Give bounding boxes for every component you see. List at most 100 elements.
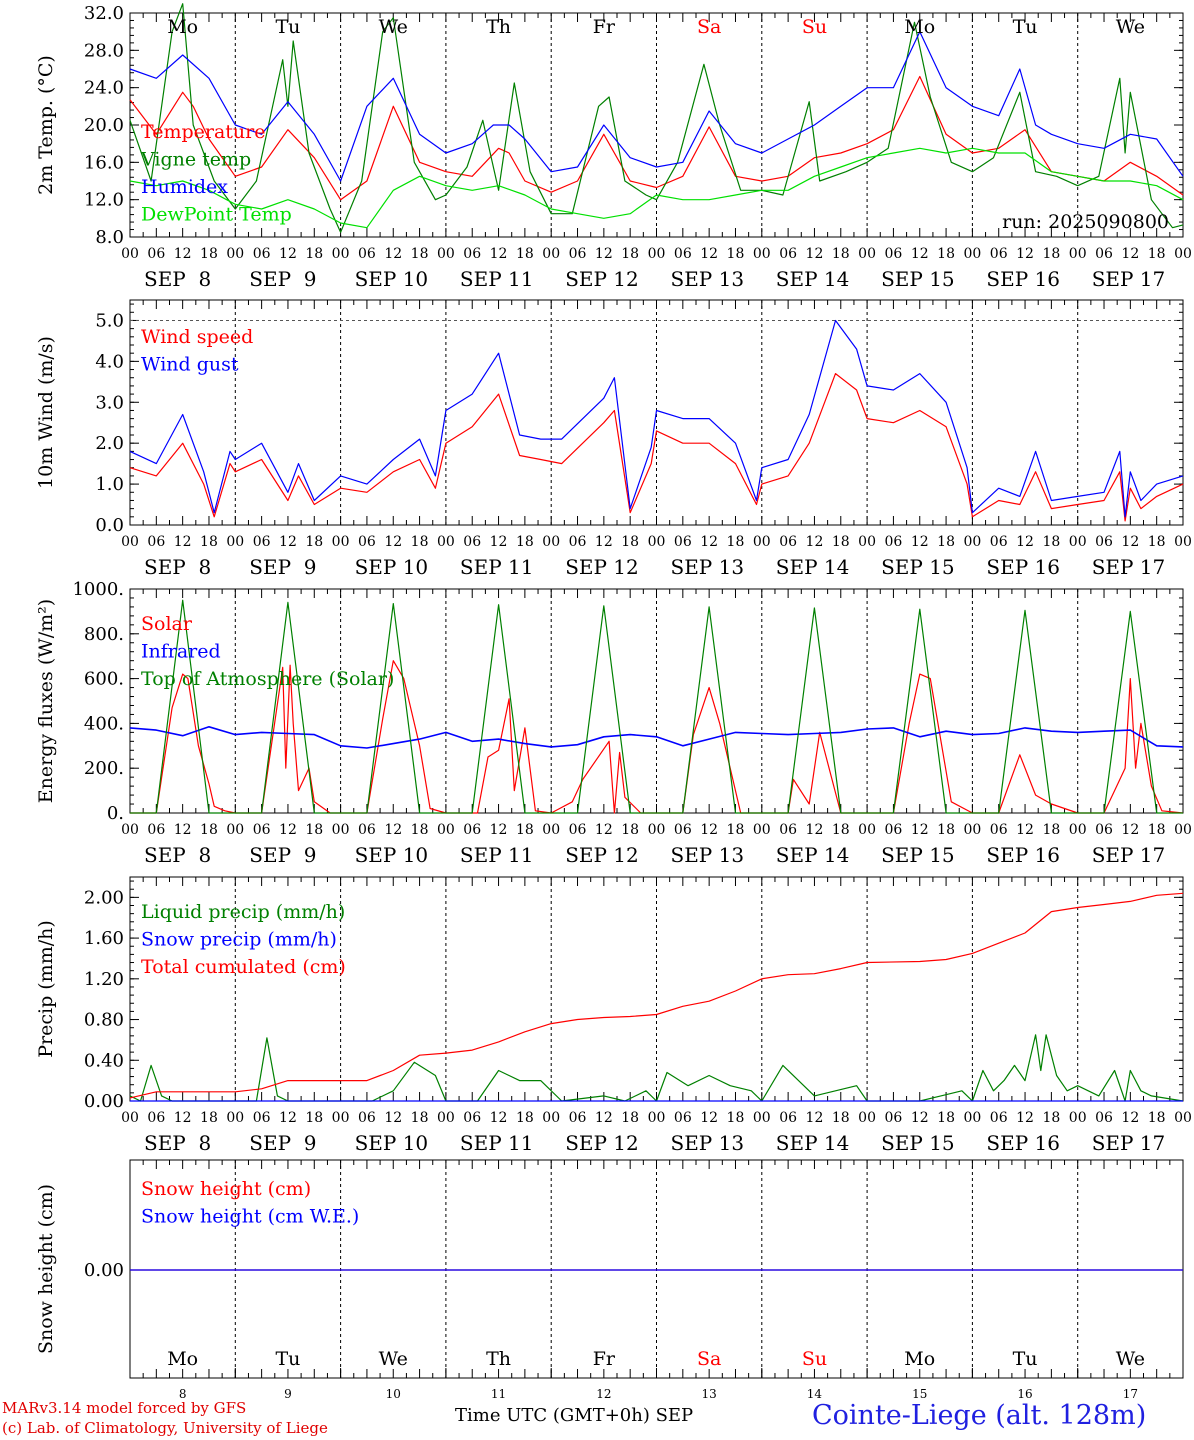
series-line-1 [129, 75, 1184, 201]
hour-tick-label: 06 [885, 822, 903, 838]
date-label: SEP 11 [460, 1131, 534, 1155]
hour-tick-label: 06 [147, 246, 165, 262]
hour-tick-label: 00 [648, 534, 666, 550]
hour-tick-label: 06 [147, 822, 165, 838]
hour-tick-label: 06 [990, 246, 1008, 262]
hour-tick-label: 00 [648, 1110, 666, 1126]
series-line-3 [130, 599, 1183, 814]
hour-tick-label: 06 [1095, 822, 1113, 838]
legend-entry: Total cumulated (cm) [141, 956, 346, 978]
weekday-label: We [1116, 16, 1145, 38]
legend-entry: Wind gust [141, 354, 239, 376]
day-number-label: 17 [1123, 1387, 1138, 1401]
hour-tick-label: 18 [727, 246, 745, 262]
legend-entry: Infrared [141, 641, 221, 663]
hour-tick-label: 00 [332, 534, 350, 550]
hour-tick-label: 06 [569, 1110, 587, 1126]
date-label: SEP 13 [671, 843, 745, 867]
hour-tick-label: 12 [700, 534, 718, 550]
weekday-label: Tu [275, 16, 300, 38]
day-number-label: 11 [491, 1387, 506, 1401]
hour-tick-label: 06 [674, 822, 692, 838]
y-tick-label: 20.0 [84, 115, 124, 136]
lab-credit-line: (c) Lab. of Climatology, University of L… [2, 1419, 328, 1437]
hour-tick-label: 00 [121, 1110, 139, 1126]
hour-tick-label: 18 [832, 1110, 850, 1126]
hour-tick-label: 12 [700, 246, 718, 262]
hour-tick-label: 06 [779, 1110, 797, 1126]
hour-tick-label: 06 [885, 1110, 903, 1126]
hour-tick-label: 12 [174, 246, 192, 262]
hour-tick-label: 18 [832, 534, 850, 550]
hour-tick-label: 12 [911, 1110, 929, 1126]
date-label: SEP 17 [1092, 267, 1166, 291]
hour-tick-label: 00 [858, 534, 876, 550]
day-number-label: 12 [596, 1387, 611, 1401]
hour-tick-label: 18 [411, 1110, 429, 1126]
hour-tick-label: 12 [1121, 534, 1139, 550]
hour-tick-label: 12 [174, 822, 192, 838]
date-label: SEP 13 [671, 555, 745, 579]
series-line-2 [129, 725, 1184, 749]
hour-tick-label: 18 [621, 822, 639, 838]
model-credit-line: MARv3.14 model forced by GFS [2, 1399, 247, 1417]
date-label: SEP 10 [355, 267, 429, 291]
chart-panel-5: 0.00 Snow height (cm) Snow height (cm) Snow… [35, 1159, 1184, 1401]
hour-tick-label: 06 [463, 534, 481, 550]
hour-tick-label: 12 [384, 534, 402, 550]
hour-tick-label: 00 [332, 822, 350, 838]
hour-tick-label: 06 [779, 246, 797, 262]
hour-tick-label: 18 [200, 822, 218, 838]
date-label: SEP 15 [881, 843, 955, 867]
hour-tick-label: 06 [885, 246, 903, 262]
hour-tick-label: 18 [411, 822, 429, 838]
hour-tick-label: 12 [911, 246, 929, 262]
hour-tick-label: 00 [1069, 246, 1087, 262]
hour-tick-label: 00 [121, 822, 139, 838]
weekday-label: Tu [275, 1348, 300, 1370]
hour-tick-label: 00 [437, 534, 455, 550]
day-number-label: 9 [284, 1387, 292, 1401]
legend-entry: Vigne temp [140, 149, 251, 171]
date-label: SEP 16 [986, 843, 1060, 867]
series-line-4 [129, 147, 1184, 229]
day-number-label: 8 [179, 1387, 187, 1401]
hour-tick-label: 18 [832, 822, 850, 838]
hour-tick-label: 00 [542, 822, 560, 838]
series-line-2 [129, 319, 1184, 518]
hour-tick-label: 18 [305, 1110, 323, 1126]
hour-tick-label: 12 [490, 534, 508, 550]
y-tick-label: 5.0 [95, 310, 124, 331]
date-label: SEP 17 [1092, 1131, 1166, 1155]
hour-tick-label: 12 [1016, 534, 1034, 550]
hour-tick-label: 18 [1148, 1110, 1166, 1126]
hour-tick-label: 06 [253, 822, 271, 838]
legend-entry: DewPoint Temp [141, 204, 292, 226]
hour-tick-label: 12 [279, 822, 297, 838]
hour-tick-label: 00 [437, 822, 455, 838]
hour-tick-label: 06 [1095, 1110, 1113, 1126]
legend-entry: Solar [141, 613, 193, 635]
hour-tick-label: 12 [911, 534, 929, 550]
y-tick-label: 2.00 [84, 887, 124, 908]
series-line-3 [129, 892, 1184, 1099]
weekday-label: Th [486, 16, 511, 38]
hour-tick-label: 00 [858, 1110, 876, 1126]
hour-tick-label: 06 [358, 822, 376, 838]
hour-tick-label: 12 [911, 822, 929, 838]
hour-tick-label: 06 [779, 822, 797, 838]
hour-tick-label: 00 [226, 534, 244, 550]
date-label: SEP 13 [671, 267, 745, 291]
hour-tick-label: 00 [542, 1110, 560, 1126]
hour-tick-label: 18 [937, 822, 955, 838]
hour-tick-label: 00 [648, 822, 666, 838]
date-label: SEP 10 [355, 1131, 429, 1155]
series-line-3 [129, 31, 1184, 182]
y-tick-label: 0. [107, 803, 124, 824]
station-name: Cointe-Liege (alt. 128m) [812, 1400, 1147, 1431]
y-tick-label: 24.0 [84, 78, 124, 99]
weekday-label: We [1116, 1348, 1145, 1370]
hour-tick-label: 12 [279, 1110, 297, 1126]
hour-tick-label: 00 [437, 1110, 455, 1126]
date-label: SEP 9 [249, 555, 316, 579]
